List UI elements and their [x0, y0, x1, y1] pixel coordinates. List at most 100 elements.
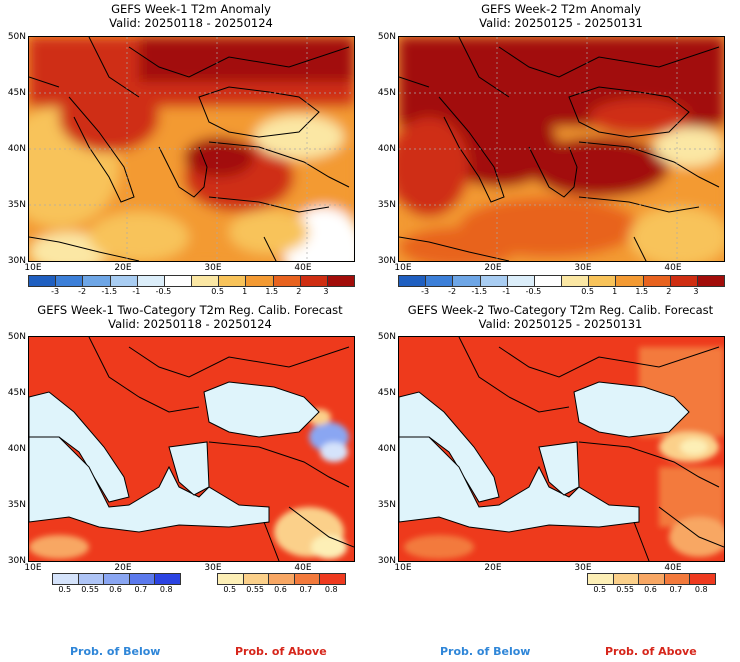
lon-label: 40E: [664, 263, 682, 273]
panel-title: GEFS Week-2 Two-Category T2m Reg. Calib.…: [407, 303, 714, 317]
colorbar-tick-label: 3: [693, 287, 699, 296]
lon-label: 30E: [204, 563, 222, 573]
lon-label: 30E: [204, 263, 222, 273]
colorbar-tick-label: 0.55: [81, 585, 99, 594]
lon-label: 20E: [114, 563, 132, 573]
panel-valid-dates: Valid: 20250125 - 20250131: [478, 317, 643, 331]
colorbar-swatch: [53, 574, 79, 584]
colorbar-tick-label: -2: [78, 287, 87, 296]
colorbar-swatch: [246, 276, 274, 286]
lon-label: 10E: [394, 263, 412, 273]
lon-label: 10E: [394, 563, 412, 573]
anomaly-field: [29, 37, 354, 261]
lon-label: 40E: [294, 563, 312, 573]
legend-prob-above: Prob. of Above: [235, 645, 327, 658]
colorbar-tick-label: 2: [296, 287, 302, 296]
colorbar-swatch: [507, 276, 535, 286]
colorbar-swatch: [78, 574, 105, 584]
sea-areas: [29, 381, 320, 533]
lon-label: 10E: [24, 563, 42, 573]
legend-prob-above: Prob. of Above: [605, 645, 697, 658]
colorbar-swatch: [129, 574, 156, 584]
lat-label: 50N: [7, 32, 26, 42]
above-colorbar: [217, 573, 346, 585]
colorbar-swatch: [643, 276, 671, 286]
lon-label: 20E: [484, 263, 502, 273]
colorbar-tick-label: 0.7: [299, 585, 313, 594]
colorbar-swatch: [327, 276, 355, 286]
colorbar-swatch: [56, 276, 84, 286]
colorbar-tick-label: -1.5: [101, 287, 118, 296]
colorbar-tick-label: 3: [323, 287, 329, 296]
colorbar-tick-label: 0.7: [669, 585, 683, 594]
borders: [458, 337, 724, 561]
lat-label: 30N: [7, 256, 26, 266]
colorbar-swatch: [426, 276, 454, 286]
probability-field: [399, 337, 724, 561]
colorbar-tick-label: -3: [51, 287, 60, 296]
lon-label: 30E: [574, 263, 592, 273]
probability-field: [29, 337, 354, 561]
lat-label: 35N: [377, 500, 396, 510]
coastlines: [399, 37, 720, 261]
anomaly-colorbar: [398, 275, 725, 287]
colorbar-swatch: [110, 276, 138, 286]
lat-label: 50N: [377, 332, 396, 342]
colorbar-swatch: [320, 574, 345, 584]
panel-valid-dates: Valid: 20250118 - 20250124: [109, 16, 273, 30]
lon-label: 10E: [24, 263, 42, 273]
lat-label: 45N: [377, 88, 396, 98]
panel-title: GEFS Week-1 Two-Category T2m Reg. Calib.…: [37, 303, 343, 317]
above-colorbar: [587, 573, 716, 585]
colorbar-swatch: [155, 574, 180, 584]
colorbar-tick-label: 0.8: [694, 585, 708, 594]
colorbar-tick-label: 0.8: [324, 585, 338, 594]
lat-label: 40N: [377, 444, 396, 454]
colorbar-swatch: [192, 276, 220, 286]
colorbar-tick-label: 1.5: [265, 287, 279, 296]
colorbar-swatch: [218, 574, 244, 584]
colorbar-swatch: [294, 574, 321, 584]
lon-label: 20E: [484, 563, 502, 573]
lat-label: 30N: [377, 556, 396, 566]
colorbar-swatch: [670, 276, 698, 286]
colorbar-tick-label: 0.55: [246, 585, 264, 594]
colorbar-tick-label: 0.6: [274, 585, 287, 594]
colorbar-tick-label: -1: [132, 287, 141, 296]
lon-label: 40E: [664, 563, 682, 573]
colorbar-swatch: [588, 574, 614, 584]
panel-title: GEFS Week-1 T2m Anomaly: [111, 2, 271, 16]
colorbar-tick-label: 0.6: [644, 585, 657, 594]
colorbar-swatch: [562, 276, 590, 286]
colorbar-swatch: [269, 574, 295, 584]
colorbar-swatch: [83, 276, 111, 286]
colorbar-swatch: [104, 574, 130, 584]
colorbar-swatch: [534, 276, 563, 286]
colorbar-swatch: [639, 574, 665, 584]
colorbar-tick-label: -0.5: [525, 287, 542, 296]
lat-label: 45N: [7, 88, 26, 98]
colorbar-swatch: [219, 276, 247, 286]
colorbar-tick-label: 0.6: [109, 585, 122, 594]
colorbar-tick-label: -1.5: [471, 287, 488, 296]
lat-label: 35N: [7, 200, 26, 210]
map-week1-anomaly: [28, 36, 355, 262]
colorbar-tick-label: -3: [421, 287, 430, 296]
colorbar-swatch: [300, 276, 328, 286]
map-week2-probability: [398, 336, 725, 562]
colorbar-tick-label: -0.5: [155, 287, 172, 296]
lat-label: 30N: [377, 256, 396, 266]
panel-valid-dates: Valid: 20250125 - 20250131: [479, 16, 643, 30]
lat-label: 30N: [7, 556, 26, 566]
colorbar-swatch: [273, 276, 301, 286]
lat-label: 45N: [7, 388, 26, 398]
colorbar-tick-label: 1: [242, 287, 248, 296]
lat-label: 40N: [7, 444, 26, 454]
colorbar-swatch: [697, 276, 725, 286]
colorbar-tick-label: 0.5: [593, 585, 607, 594]
colorbar-tick-label: 0.5: [581, 287, 594, 296]
legend-prob-below: Prob. of Below: [440, 645, 531, 658]
anomaly-field: [399, 37, 724, 261]
legend-prob-below: Prob. of Below: [70, 645, 161, 658]
coastlines: [29, 37, 350, 261]
